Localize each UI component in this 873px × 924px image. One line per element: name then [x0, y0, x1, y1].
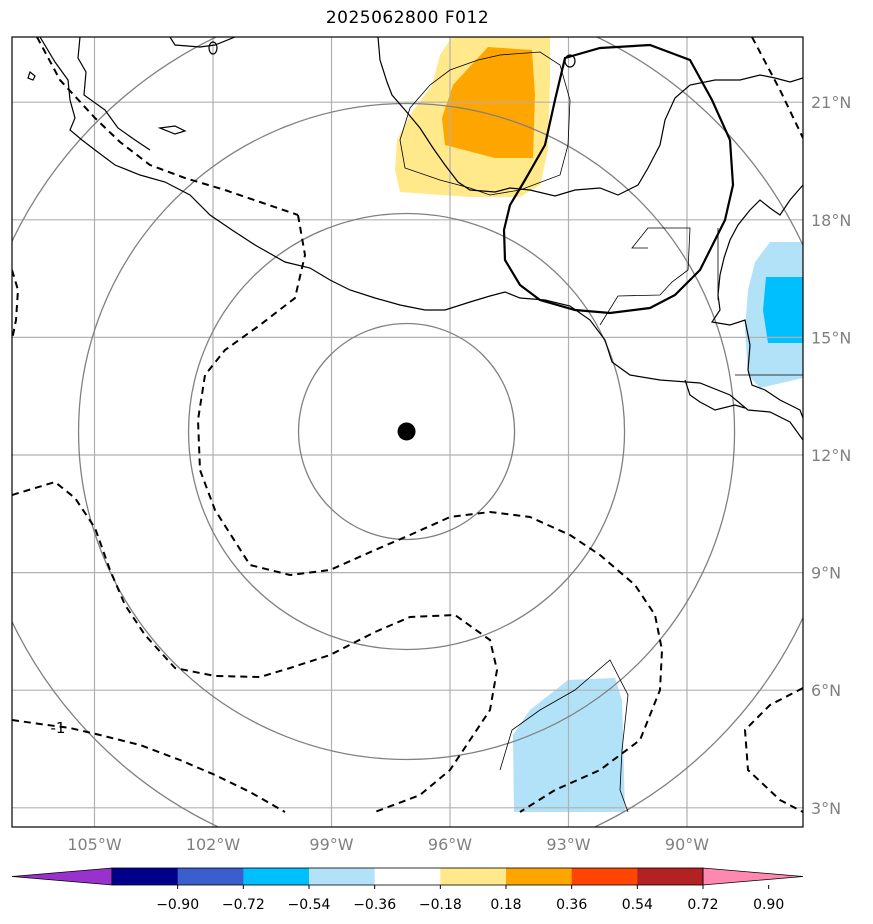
colorbar-segment	[309, 868, 376, 885]
latitude-label: 3°N	[811, 799, 841, 818]
colorbar: −0.90 −0.72 −0.54 −0.36 −0.18 0.18 0.36 0.54 0.7…	[11, 867, 804, 913]
colorbar-segment	[177, 868, 244, 885]
mexico-pacific-coast	[39, 37, 803, 441]
latitude-labels: 21°N 18°N 15°N 12°N 9°N 6°N 3°N	[811, 93, 851, 818]
colorbar-tick-label: −0.18	[419, 897, 462, 913]
analysis-box-north	[399, 51, 571, 196]
colorbar-segment	[571, 868, 638, 885]
colorbar-segment	[440, 868, 507, 885]
latitude-label: 15°N	[811, 328, 851, 347]
contour-west-loop	[12, 480, 499, 813]
colorbar-tick-label: −0.54	[288, 897, 331, 913]
colorbar-tick-label: −0.90	[156, 897, 199, 913]
central-america-coast	[684, 379, 746, 411]
colorbar-segment	[374, 868, 441, 885]
contour-north	[36, 37, 299, 216]
longitude-label: 93°W	[546, 835, 590, 854]
border-mexico-guatemala	[599, 227, 691, 326]
contour-solid-loop	[502, 43, 735, 315]
colorbar-tick-label: 0.36	[556, 897, 587, 913]
colorbar-tick-label: 0.90	[753, 897, 784, 913]
colorbar-segment	[506, 868, 573, 885]
map-frame	[11, 36, 804, 828]
range-ring	[77, 102, 736, 761]
island-west	[27, 70, 36, 81]
longitude-label: 99°W	[309, 835, 353, 854]
colorbar-segment	[637, 868, 704, 885]
colorbar-tick-label: 0.18	[490, 897, 521, 913]
contour-lines	[12, 37, 803, 813]
latitude-label: 21°N	[811, 93, 851, 112]
range-rings	[12, 37, 803, 827]
latitude-label: 18°N	[811, 211, 851, 230]
contour-northeast	[751, 37, 803, 139]
contour-label: -1	[51, 719, 66, 737]
contour-inner-loop	[196, 214, 664, 813]
map-title: 2025062800 F012	[325, 8, 490, 28]
colorbar-extend-low	[11, 867, 113, 886]
longitude-label: 105°W	[67, 835, 122, 854]
colorbar-segment	[112, 868, 179, 885]
yucatan-east-coast	[710, 184, 803, 419]
range-ring	[187, 212, 626, 651]
lake-north	[208, 41, 218, 55]
gulf-coast	[377, 37, 803, 197]
colorbar-frame	[111, 867, 704, 886]
island-north	[169, 37, 236, 48]
borders	[399, 51, 803, 813]
analysis-box-south	[499, 659, 629, 813]
longitude-label: 96°W	[428, 835, 472, 854]
shaded-field	[395, 37, 803, 812]
negative-shading-blue-east	[763, 277, 803, 343]
center-marker	[397, 422, 416, 441]
colorbar-tick-label: −0.72	[222, 897, 265, 913]
latitude-label: 12°N	[811, 446, 851, 465]
contour-west-edge	[12, 269, 20, 341]
mexico-upper-coast	[77, 37, 151, 151]
colorbar-tick-label: −0.36	[353, 897, 396, 913]
contour-southeast	[743, 687, 803, 813]
gridlines	[12, 37, 803, 827]
island-cay	[157, 125, 187, 135]
colorbar-segment	[243, 868, 310, 885]
longitude-label: 102°W	[186, 835, 241, 854]
contour-negative-1	[12, 719, 286, 813]
latitude-label: 9°N	[811, 564, 841, 583]
range-ring	[297, 322, 516, 541]
colorbar-tick-label: 0.54	[622, 897, 653, 913]
coastlines	[27, 37, 803, 441]
latitude-label: 6°N	[811, 681, 841, 700]
longitude-labels: 105°W 102°W 99°W 96°W 93°W 90°W	[67, 835, 709, 854]
colorbar-extend-high	[702, 867, 804, 886]
colorbar-tick-label: 0.72	[687, 897, 718, 913]
longitude-label: 90°W	[665, 835, 709, 854]
